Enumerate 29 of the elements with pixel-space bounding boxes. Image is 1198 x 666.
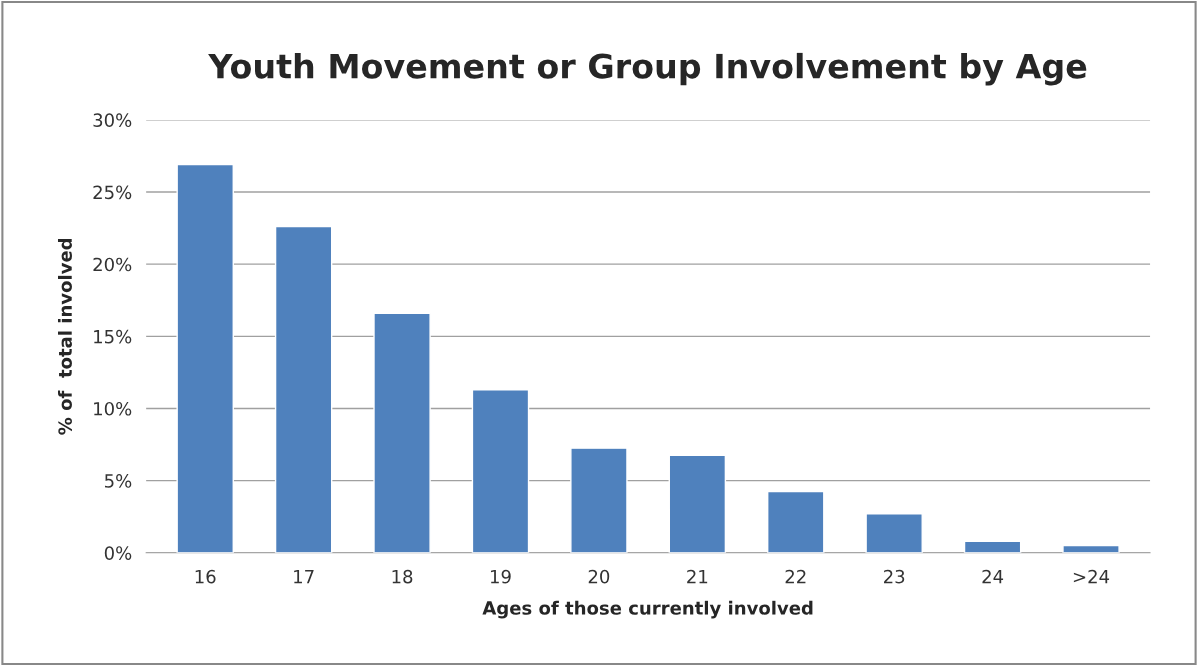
- y-axis-title: % of total involved: [57, 238, 72, 435]
- bar: [668, 454, 727, 553]
- x-tick-label: 16: [195, 569, 216, 584]
- y-tick-label: 25%: [93, 185, 132, 200]
- x-tick-label: >24: [1073, 569, 1110, 584]
- x-tick-label: 23: [884, 569, 905, 584]
- x-tick-label: 18: [392, 569, 413, 584]
- x-tick-label: 20: [588, 569, 610, 584]
- bar: [767, 490, 825, 553]
- x-axis-title: Ages of those currently involved: [482, 600, 813, 619]
- x-tick-label: 22: [785, 569, 806, 584]
- x-tick-label: 24: [982, 569, 1004, 584]
- x-tick-label: 21: [687, 569, 708, 584]
- bar: [1062, 544, 1120, 553]
- y-tick-label: 0%: [104, 546, 132, 560]
- y-tick-label: 5%: [105, 474, 132, 488]
- x-tick-label: 17: [294, 570, 314, 584]
- bar: [274, 225, 333, 553]
- bar: [176, 163, 234, 553]
- chart-title: Youth Movement or Group Involvement by Age: [208, 52, 1087, 86]
- bar: [570, 447, 628, 553]
- bar: [471, 389, 530, 553]
- y-tick-label: 30%: [93, 113, 132, 127]
- bar: [865, 513, 923, 553]
- x-tick-label: 19: [490, 569, 511, 584]
- bar: [373, 312, 431, 553]
- y-tick-label: 15%: [94, 329, 132, 344]
- y-tick-label: 20%: [93, 257, 132, 272]
- y-tick-label: 10%: [94, 401, 132, 416]
